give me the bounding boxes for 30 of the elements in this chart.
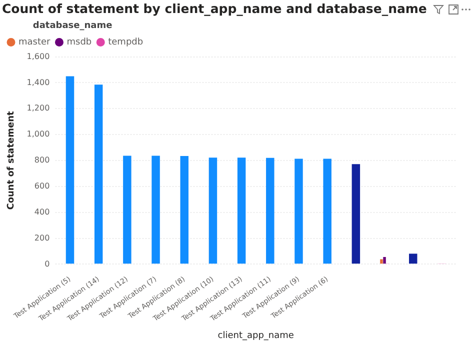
bar [294,158,303,264]
y-tick-label: 0 [44,259,50,268]
bar [266,158,274,264]
y-tick-label: 400 [34,207,50,216]
bar [208,158,218,264]
bar [123,156,132,264]
bar [94,84,103,264]
bar [323,158,332,264]
legend-label: master [18,38,51,48]
bar [237,158,246,264]
bar [380,259,383,264]
bar [352,164,360,264]
y-tick-label: 1,400 [26,78,50,87]
bar [66,76,74,264]
y-axis-title: Count of statement [6,110,17,210]
y-tick-label: 200 [34,233,50,242]
legend-title: database_name [32,20,112,31]
y-tick-label: 1,600 [26,52,50,61]
chart-title: Count of statement by client_app_name and database_name [2,0,427,16]
y-tick-label: 1,000 [26,130,50,139]
y-tick-label: 600 [34,181,50,190]
bar [383,257,386,264]
bar [152,156,160,264]
legend-label: tempdb [108,38,144,48]
legend-label: msdb [66,38,92,48]
x-axis-title: client_app_name [218,330,294,341]
bar [180,156,188,264]
y-tick-label: 1,200 [26,104,50,113]
y-tick-label: 800 [34,156,50,165]
bar [408,254,418,264]
